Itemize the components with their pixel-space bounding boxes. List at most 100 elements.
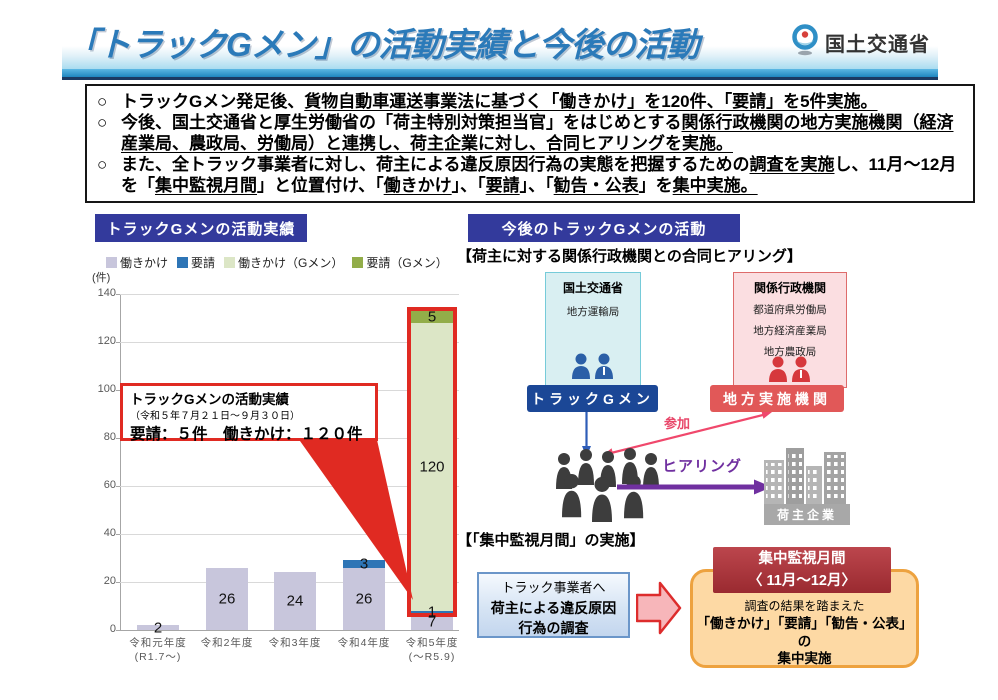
block-arrow-icon <box>635 580 682 641</box>
legend-swatch <box>106 257 117 268</box>
officials-red-icon <box>765 356 815 387</box>
monitoring-heading: 【「集中監視月間」の実施】 <box>457 532 645 549</box>
shipper-label: 荷主企業 <box>764 504 850 525</box>
gridline <box>120 486 459 487</box>
survey-line-1: トラック事業者へ <box>501 580 606 595</box>
hearing-arrow-icon <box>617 478 772 501</box>
y-axis-line <box>120 294 121 631</box>
bullet-marker: ○ <box>97 155 108 175</box>
chart-plot: トラックGメンの活動実績 （令和５年７月２１日～９月３０日） 要請：５件 働きか… <box>93 287 473 688</box>
title-band-blue <box>62 69 938 77</box>
bar-value-label: 120 <box>419 458 445 476</box>
bar-segment <box>206 567 248 630</box>
related-agencies-box: 関係行政機関 都道府県労働局 地方経済産業局 地方農政局 <box>733 272 847 388</box>
bullet-marker: ○ <box>97 92 108 111</box>
left-panel-title-badge: トラックGメンの活動実績 <box>95 214 307 242</box>
title-band-gradient <box>62 46 938 69</box>
bar-value-label: 26 <box>218 590 236 608</box>
bar-segment <box>411 610 453 614</box>
mlit-box-title: 国土交通省 <box>562 281 623 295</box>
agencies-box-item: 地方経済産業局 <box>753 325 827 337</box>
survey-line-2: 荷主による違反原因 <box>490 599 617 616</box>
bar-segment <box>411 613 453 630</box>
y-tick-mark <box>116 390 120 391</box>
y-tick-label: 140 <box>97 287 116 299</box>
agencies-box-item: 都道府県労働局 <box>753 304 827 316</box>
officials-blue-icon <box>568 353 618 384</box>
monitoring-body-line-2: 「働きかけ」「要請」「勧告・公表」の <box>696 615 913 649</box>
page-title: 「トラックGメン」の活動実績と今後の活動 <box>66 26 700 63</box>
x-axis-line <box>120 630 459 631</box>
x-tick-label: 令和元年度 (R1.7～) <box>129 637 187 664</box>
mlit-org-box: 国土交通省 地方運輸局 <box>545 272 641 388</box>
bar-value-label: 26 <box>355 590 373 608</box>
legend-label: 要請（Gメン） <box>366 256 448 270</box>
bar-value-label: 5 <box>427 308 437 326</box>
legend-item: 要請 <box>177 254 215 271</box>
x-tick-label: 令和4年度 <box>337 637 391 649</box>
x-tick-label: 令和3年度 <box>268 637 322 649</box>
bullet-item: ○ また、全トラック事業者に対し、荷主による違反原因行為の実態を把握するための調… <box>97 154 963 196</box>
gridline <box>120 342 459 343</box>
annotation-box: トラックGメンの活動実績 （令和５年７月２１日～９月３０日） 要請：５件 働きか… <box>120 383 378 443</box>
bar-segment <box>411 322 453 611</box>
crowd-icon <box>548 448 670 527</box>
bar-segment <box>411 310 453 323</box>
legend-item: 働きかけ <box>106 254 168 271</box>
summary-box: ○ トラックGメン発足後、貨物自動車運送事業法に基づく「働きかけ」を120件、「… <box>85 84 975 204</box>
y-tick-mark <box>116 534 120 535</box>
mlit-logo-icon <box>790 24 820 61</box>
hearing-label: ヒアリング <box>662 458 743 475</box>
legend-swatch <box>352 257 364 268</box>
y-tick-mark <box>116 342 120 343</box>
mlit-box-item: 地方運輸局 <box>566 306 620 318</box>
monitoring-header-line-2: 〈 11月～12月〉 <box>748 572 856 589</box>
bar-value-label: 3 <box>359 555 369 573</box>
legend-swatch <box>177 257 189 268</box>
monitoring-header: 集中監視月間 〈 11月～12月〉 <box>713 547 891 593</box>
bullet-text: トラックGメン発足後、貨物自動車運送事業法に基づく「働きかけ」を120件、「要請… <box>121 92 878 111</box>
y-tick-mark <box>116 582 120 583</box>
y-tick-mark <box>116 294 120 295</box>
bullet-text: また、全トラック事業者に対し、荷主による違反原因行為の実態を把握するための調査を… <box>121 155 957 196</box>
bullet-marker: ○ <box>97 113 108 133</box>
regional-org-label-bar: 地方実施機関 <box>710 385 844 412</box>
truck-gmen-label-bar: トラックGメン <box>527 385 658 412</box>
bullet-text: 今後、国土交通省と厚生労働省の「荷主特別対策担当官」をはじめとする関係行政機関の… <box>121 113 954 154</box>
bar-segment <box>137 625 179 630</box>
bar-value-label: 1 <box>427 603 437 621</box>
survey-line-3: 行為の調査 <box>518 620 589 637</box>
bar-value-label: 7 <box>427 613 437 631</box>
bullet-item: ○ 今後、国土交通省と厚生労働省の「荷主特別対策担当官」をはじめとする関係行政機… <box>97 112 963 154</box>
agency-logo: 国土交通省 <box>790 24 930 61</box>
agencies-box-title: 関係行政機関 <box>753 281 826 295</box>
participate-label: 参加 <box>664 416 691 431</box>
legend-label: 働きかけ <box>120 256 169 270</box>
x-tick-label: 令和2年度 <box>200 637 254 649</box>
bullet-item: ○ トラックGメン発足後、貨物自動車運送事業法に基づく「働きかけ」を120件、「… <box>97 91 963 112</box>
agency-name: 国土交通省 <box>825 34 930 56</box>
monitoring-body-line-1: 調査の結果を踏まえた <box>744 599 865 613</box>
legend-label: 働きかけ（Gメン） <box>238 256 344 270</box>
monitoring-header-line-1: 集中監視月間 <box>758 551 846 567</box>
bar-value-label: 2 <box>153 619 163 637</box>
y-tick-label: 0 <box>109 623 116 635</box>
right-panel-title-badge: 今後のトラックGメンの活動 <box>468 214 740 242</box>
bar-value-label: 24 <box>286 592 304 610</box>
x-tick-label: 令和5年度 (～R5.9) <box>405 637 459 664</box>
annotation-period: （令和５年７月２１日～９月３０日） <box>130 411 300 422</box>
y-tick-label: 60 <box>103 479 116 491</box>
legend-label: 要請 <box>191 256 216 270</box>
monitoring-body: 調査の結果を踏まえた 「働きかけ」「要請」「勧告・公表」の 集中実施 <box>690 599 919 668</box>
y-tick-mark <box>116 486 120 487</box>
annotation-title: トラックGメンの活動実績 <box>130 392 290 407</box>
legend-item: 要請（Gメン） <box>352 254 448 271</box>
y-tick-label: 20 <box>103 575 116 587</box>
gridline <box>120 294 459 295</box>
hearing-heading: 【荷主に対する関係行政機関との合同ヒアリング】 <box>457 248 802 265</box>
legend-swatch <box>224 257 236 268</box>
y-tick-label: 100 <box>97 383 116 395</box>
y-tick-mark <box>116 630 120 631</box>
monitoring-body-line-3: 集中実施 <box>777 651 832 667</box>
